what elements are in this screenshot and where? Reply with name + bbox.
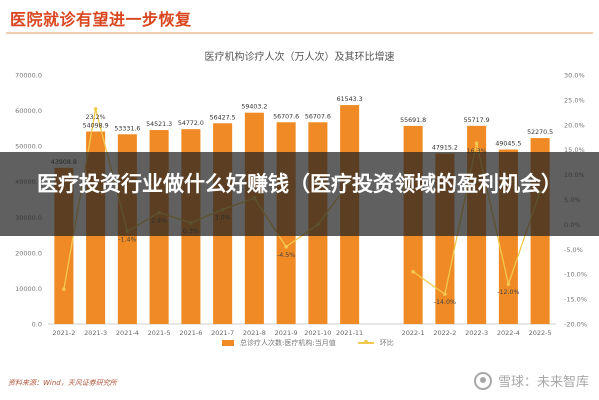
growth-point [411,269,415,274]
x-tick-label: 2022-2 [433,329,456,337]
x-tick-label: 2021-3 [84,329,107,337]
y-left-tick-label: 60000.0 [15,107,42,115]
y-right-tick-label: 25.0% [564,96,585,104]
bar-value-label: 56707.6 [273,113,299,120]
chart-title: 医疗机构诊疗人次（万人次）及其环比增速 [204,52,395,63]
growth-value-label: -4.5% [277,252,295,259]
x-tick-label: 2021-5 [148,329,171,337]
growth-value-label: 16.3% [467,148,487,155]
growth-value-label: 23.2% [86,114,106,121]
growth-point [62,287,66,291]
legend-line-label: 环比 [379,339,394,347]
y-right-tick-label: -10.0% [564,271,587,279]
x-tick-label: 2021-6 [179,329,202,337]
title-overlay [0,152,599,236]
headline-divider [6,32,593,34]
bar-value-label: 53331.6 [114,125,140,132]
watermark: 雪球：未来智库 [473,371,589,390]
y-right-tick-label: -5.0% [564,246,583,254]
chart-legend: 总诊疗人次数:医疗机构:当月值 环比 [222,338,394,348]
x-tick-label: 2021-8 [243,329,266,337]
bar-value-label: 61543.3 [337,96,363,103]
y-right-tick-label: 15.0% [564,146,585,154]
growth-point [93,107,98,111]
headline: 医院就诊有望进一步恢复 [10,10,192,29]
source-note: 资料来源：Wind，天风证券研究所 [8,379,117,387]
x-tick-label: 2021-7 [211,329,234,337]
x-tick-label: 2021-2 [52,329,75,337]
bar-value-label: 56427.5 [210,114,236,121]
x-tick-label: 2021-10 [304,329,331,337]
x-tick-label: 2022-4 [497,329,520,337]
y-right-tick-label: -15.0% [564,296,587,304]
growth-value-label: -12.0% [497,289,519,296]
bar-value-label: 47915.2 [432,145,458,152]
bar-value-label: 55717.9 [464,117,490,124]
legend-line-swatch [357,340,374,344]
y-left-tick-label: 10000.0 [15,285,42,293]
watermark-text: 雪球：未来智库 [497,375,589,390]
y-right-tick-label: 30.0% [564,72,585,80]
x-tick-label: 2021-11 [336,329,363,337]
bar-value-label: 54098.9 [83,123,109,130]
bar-value-label: 54772.0 [178,120,204,127]
growth-point [443,292,447,296]
growth-point [506,282,511,286]
y-right-tick-label: -20.0% [564,321,587,329]
legend-bar-label: 总诊疗人次数:医疗机构:当月值 [240,339,336,347]
bar-value-label: 56707.6 [305,113,331,120]
overlay-title: 医疗投资行业做什么好赚钱（医疗投资领域的盈利机会） [37,172,562,196]
legend-bar-swatch [222,340,234,346]
bar-value-label: 52270.5 [527,129,553,136]
x-tick-label: 2022-1 [402,329,425,337]
y-right-tick-label: 20.0% [564,121,585,129]
x-tick-label: 2021-4 [116,329,139,337]
x-tick-label: 2022-5 [529,329,552,337]
x-tick-label: 2021-9 [275,329,298,337]
bar-value-label: 59403.2 [241,104,267,111]
snowball-logo-icon [473,371,492,390]
growth-point [284,245,288,249]
growth-value-label: -14.0% [434,299,456,306]
x-tick-label: 2022-3 [465,329,488,337]
growth-point [474,141,479,146]
y-left-tick-label: 50000.0 [15,143,42,151]
y-left-tick-label: 0.0 [32,321,42,329]
bar-value-label: 49045.5 [495,141,521,148]
y-left-tick-label: 70000.0 [15,72,42,80]
bar-value-label: 55691.8 [400,117,426,124]
y-left-tick-label: 20000.0 [15,249,42,257]
growth-value-label: -1.4% [118,236,136,243]
bar-value-label: 54521.3 [146,121,172,128]
